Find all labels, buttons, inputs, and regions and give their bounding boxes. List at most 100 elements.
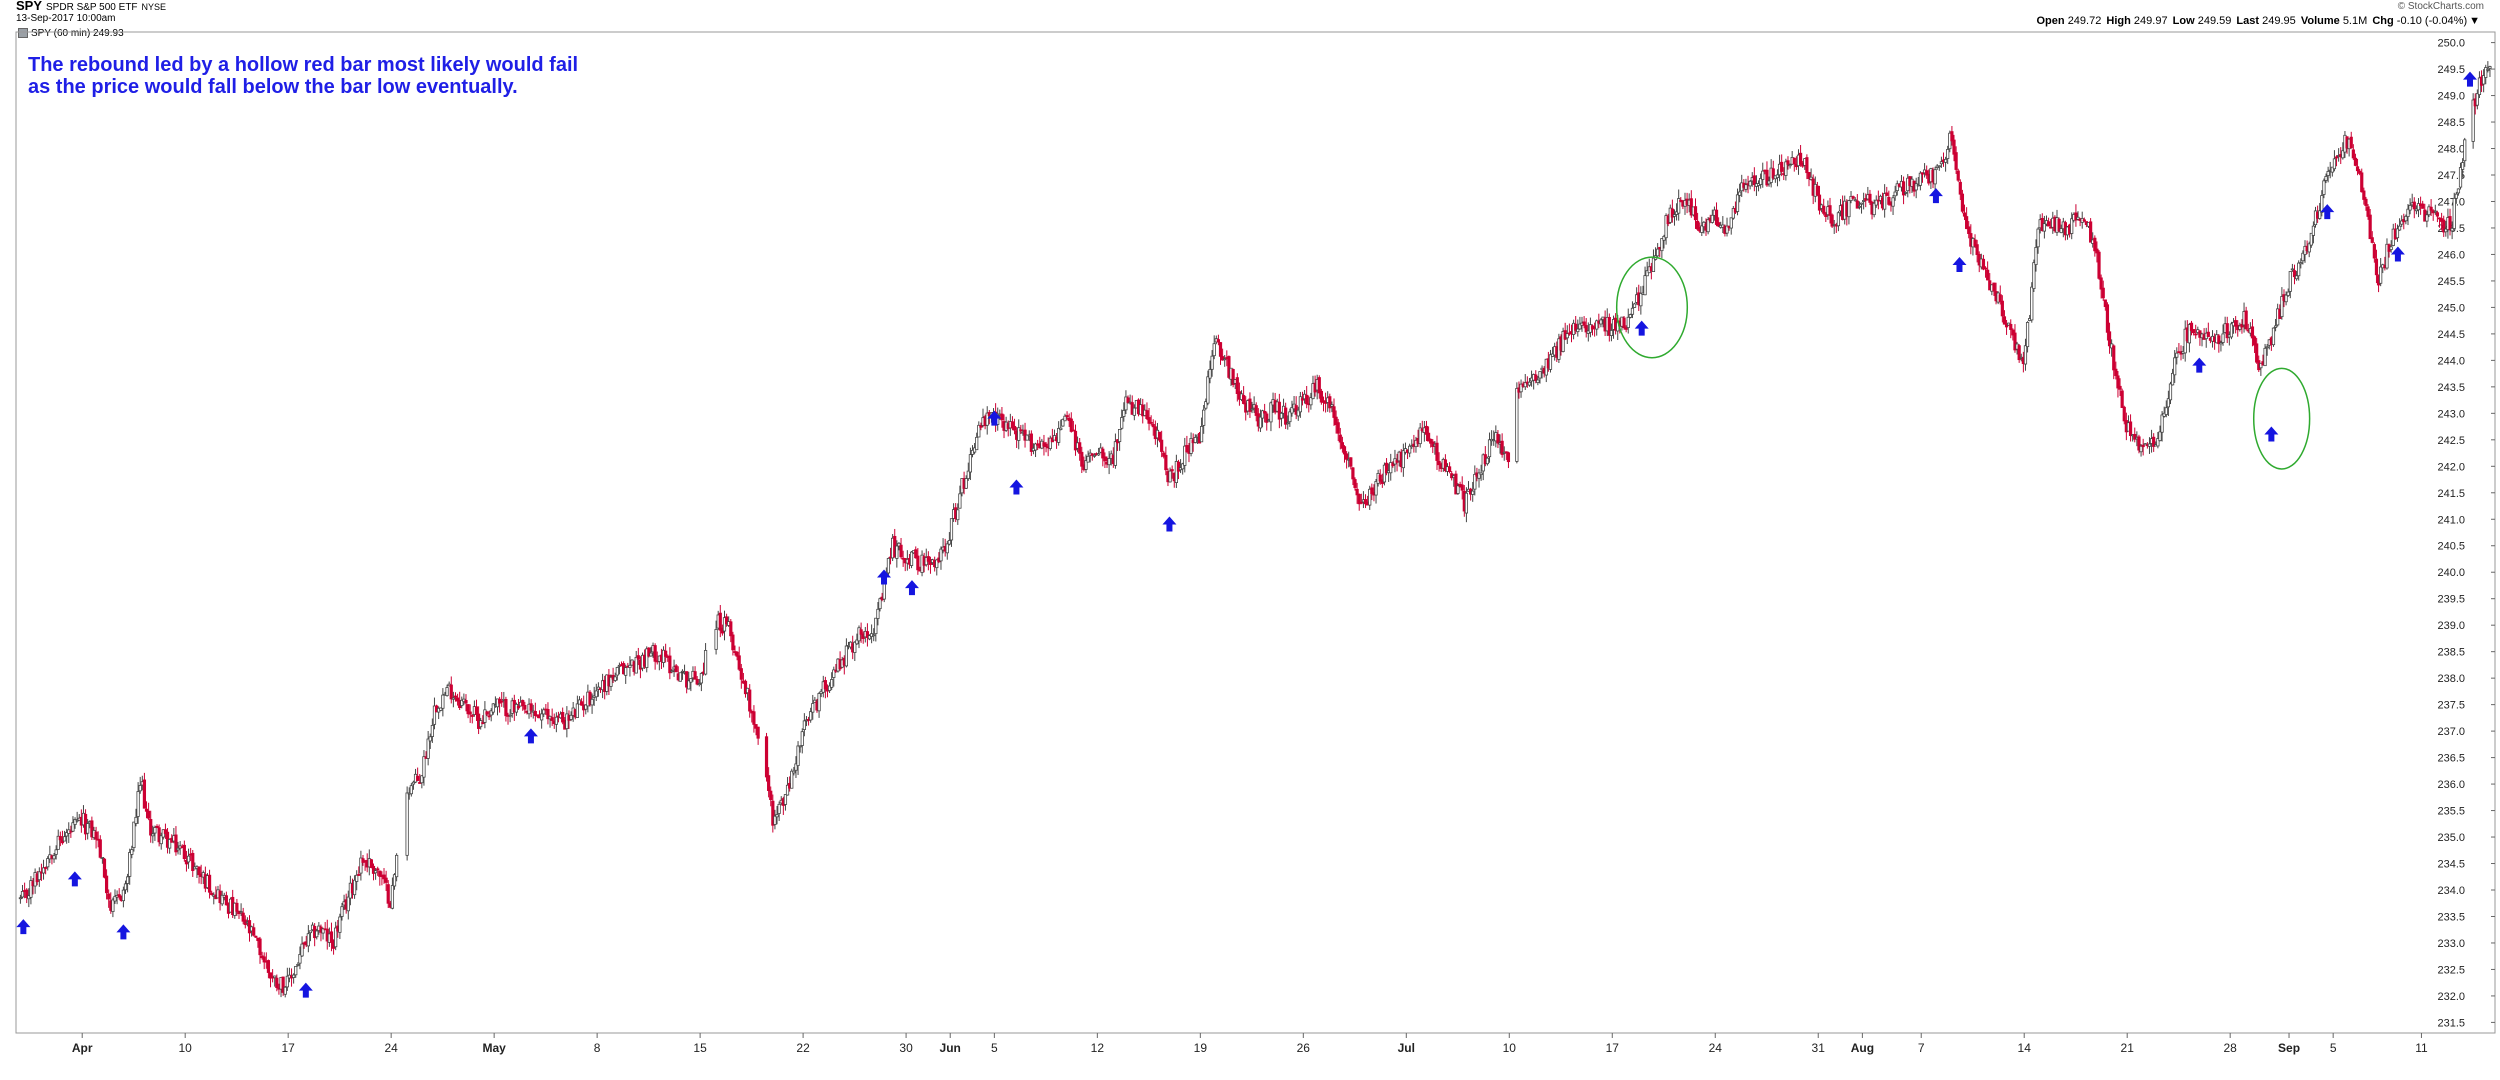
candle-body <box>1080 451 1084 467</box>
candle-body <box>464 700 468 704</box>
candle-body <box>876 608 880 619</box>
candle-body <box>2349 136 2353 149</box>
candle-body <box>1645 270 1649 277</box>
candle-body <box>1477 472 1481 479</box>
candle-body <box>470 715 474 717</box>
candle-body <box>554 716 558 725</box>
candle-body <box>1334 416 1338 426</box>
candle-body <box>1424 425 1429 435</box>
candle-body <box>1578 323 1582 330</box>
candle-body <box>58 836 62 841</box>
candle-body <box>2412 201 2416 210</box>
up-arrow-icon <box>877 569 892 585</box>
up-arrow-icon <box>116 924 131 940</box>
candle-body <box>2219 342 2223 345</box>
candle-body <box>2147 443 2152 447</box>
candle-body <box>2009 323 2013 330</box>
candle-body <box>2397 225 2402 231</box>
up-arrow-icon <box>67 871 82 887</box>
candle-body <box>1160 439 1164 452</box>
candle-body <box>1208 369 1212 379</box>
candle-body <box>796 745 800 766</box>
candle-body <box>1010 421 1015 429</box>
candle-body <box>2364 198 2368 206</box>
candle-body <box>294 965 298 976</box>
candle-body <box>783 794 788 805</box>
y-tick-label: 246.0 <box>2437 249 2465 261</box>
candle-body <box>56 835 60 850</box>
candle-body <box>968 454 972 473</box>
candle-body <box>1242 395 1246 404</box>
candle-body <box>1487 439 1492 458</box>
timestamp: 13-Sep-2017 10:00am <box>16 13 116 24</box>
candle-body <box>2448 216 2452 231</box>
candle-body <box>2400 220 2404 225</box>
y-tick-label: 233.0 <box>2437 938 2465 950</box>
candle-body <box>832 669 836 678</box>
candle-body <box>1284 407 1288 425</box>
candle-body <box>1944 158 1948 163</box>
candle-body <box>1212 343 1216 357</box>
candle-body <box>382 874 386 880</box>
candle-body <box>2082 219 2086 222</box>
low-value: 249.59 <box>2197 15 2232 27</box>
candle-body <box>1250 408 1254 411</box>
x-tick-label: Jul <box>1398 1041 1415 1055</box>
candle-body <box>1464 492 1469 514</box>
candle-body <box>550 717 554 721</box>
candle-body <box>1107 458 1111 466</box>
candle-body <box>523 704 527 710</box>
candle-body <box>1305 394 1309 405</box>
candle-body <box>1345 453 1349 460</box>
candle-body <box>735 651 739 657</box>
candle-body <box>2234 320 2238 327</box>
candle-body <box>909 551 914 566</box>
candle-body <box>1805 157 1809 174</box>
candle-body <box>634 656 638 674</box>
x-tick-label: 5 <box>991 1041 998 1055</box>
candle-body <box>2192 329 2196 334</box>
symbol-line: SPY SPDR S&P 500 ETF NYSE <box>16 0 166 13</box>
candle-body <box>1700 225 1704 233</box>
candle-body <box>584 704 588 710</box>
candle-body <box>281 976 285 993</box>
candle-body <box>752 711 756 725</box>
candle-body <box>2141 444 2145 448</box>
candle-body <box>546 709 550 720</box>
candle-body <box>1193 437 1197 443</box>
candle-body <box>2395 228 2400 239</box>
candle-body <box>2187 324 2192 344</box>
candle-body <box>1883 193 1887 210</box>
candle-body <box>262 956 266 963</box>
y-tick-label: 241.5 <box>2437 488 2465 500</box>
candle-body <box>155 825 159 828</box>
candle-body <box>374 870 378 874</box>
candle-body <box>338 916 342 933</box>
candle-body <box>1626 316 1630 328</box>
candle-body <box>2160 414 2164 433</box>
candle-body <box>975 436 979 451</box>
candle-body <box>428 736 432 742</box>
candle-body <box>100 857 104 859</box>
candle-body <box>754 724 758 729</box>
candle-body <box>718 612 722 631</box>
y-tick-label: 235.0 <box>2437 832 2465 844</box>
candle-body <box>916 555 920 571</box>
candle-body <box>542 709 546 715</box>
candle-body <box>483 709 487 723</box>
candle-body <box>979 425 983 428</box>
candle-body <box>830 679 834 688</box>
y-tick-label: 239.0 <box>2437 620 2465 632</box>
candle-body <box>516 705 521 709</box>
candle-body <box>590 698 594 706</box>
y-tick-label: 244.0 <box>2437 355 2465 367</box>
candle-body <box>1962 212 1967 217</box>
x-tick-label: 14 <box>2018 1041 2032 1055</box>
y-tick-label: 248.5 <box>2437 117 2465 129</box>
candle-body <box>1479 472 1483 476</box>
candle-body <box>1279 412 1284 419</box>
candle-body <box>2284 294 2288 303</box>
candle-body <box>41 867 46 874</box>
candle-body <box>1624 327 1628 330</box>
candle-body <box>1738 191 1742 196</box>
